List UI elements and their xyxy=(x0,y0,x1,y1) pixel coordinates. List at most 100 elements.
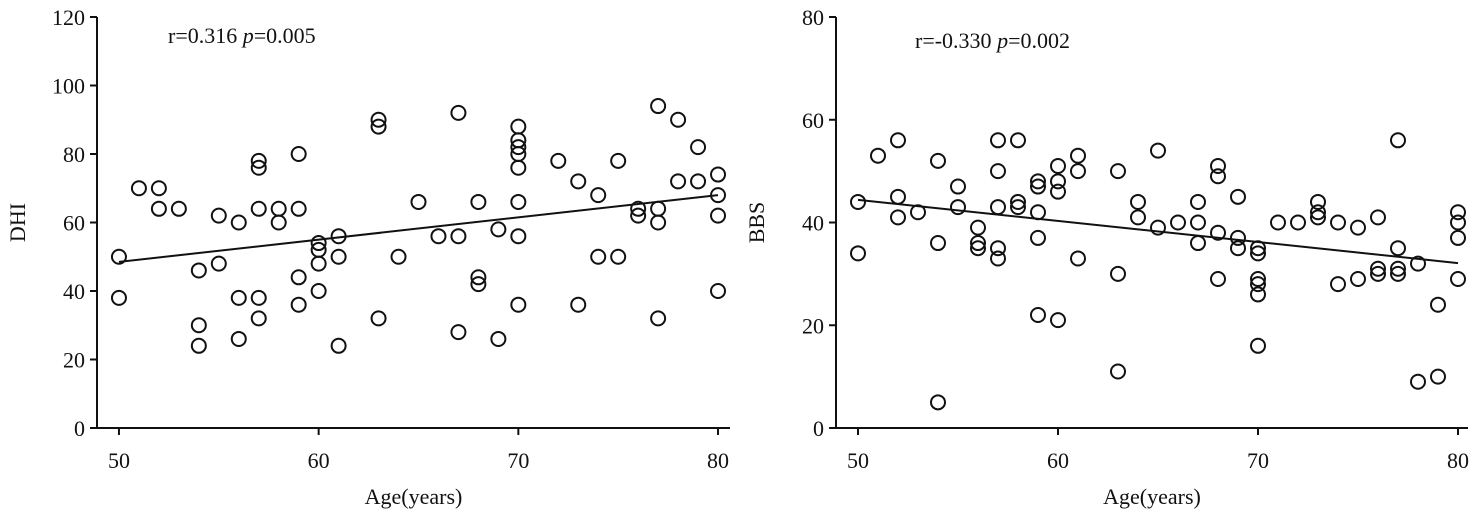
point xyxy=(1010,199,1026,216)
trend-line xyxy=(857,198,1459,265)
point xyxy=(610,152,627,169)
point xyxy=(370,118,387,135)
point xyxy=(890,132,906,149)
point xyxy=(430,228,447,245)
y-tick-label: 40 xyxy=(63,279,85,304)
point xyxy=(650,200,667,217)
y-axis-label: BBS xyxy=(744,202,769,244)
point xyxy=(1070,163,1086,180)
point xyxy=(1390,265,1406,282)
point xyxy=(310,255,327,272)
annotation-part: r=-0.330 xyxy=(915,28,997,53)
point xyxy=(930,235,946,252)
point xyxy=(1230,240,1246,257)
point xyxy=(450,104,467,121)
point xyxy=(110,248,127,265)
point xyxy=(610,248,627,265)
point xyxy=(950,199,966,216)
point xyxy=(1270,214,1286,231)
point xyxy=(550,152,567,169)
point xyxy=(950,178,966,195)
point xyxy=(450,324,467,341)
point xyxy=(690,173,707,190)
point xyxy=(670,173,687,190)
x-tick-label: 80 xyxy=(707,448,729,473)
point xyxy=(1330,214,1346,231)
point xyxy=(1050,157,1066,174)
point xyxy=(150,200,167,217)
point xyxy=(1210,271,1226,288)
point xyxy=(1050,312,1066,329)
y-tick-label: 60 xyxy=(63,211,85,236)
x-axis-label: Age(years) xyxy=(365,484,463,509)
point xyxy=(590,187,607,204)
y-tick-label: 100 xyxy=(52,74,85,99)
y-tick-label: 20 xyxy=(802,313,824,338)
point xyxy=(1250,271,1266,288)
point xyxy=(1210,224,1226,241)
point xyxy=(990,240,1006,257)
point xyxy=(250,152,267,169)
point xyxy=(1210,157,1226,174)
point xyxy=(1450,271,1466,288)
point xyxy=(690,139,707,156)
point xyxy=(910,204,926,221)
point xyxy=(210,255,227,272)
point xyxy=(290,269,307,286)
point xyxy=(1290,214,1306,231)
point xyxy=(630,207,647,224)
y-tick-label: 0 xyxy=(74,416,85,441)
point xyxy=(970,235,986,252)
point xyxy=(1130,193,1146,210)
point xyxy=(1410,373,1426,390)
point xyxy=(1450,204,1466,221)
point xyxy=(1110,265,1126,282)
point xyxy=(510,228,527,245)
point xyxy=(190,262,207,279)
point xyxy=(290,146,307,162)
point xyxy=(1250,276,1266,293)
point xyxy=(1250,245,1266,262)
point xyxy=(210,207,227,224)
point xyxy=(250,200,267,217)
point xyxy=(890,209,906,226)
point xyxy=(1070,250,1086,267)
point xyxy=(630,200,647,217)
point xyxy=(1370,265,1386,282)
point xyxy=(890,188,906,205)
point xyxy=(1150,142,1166,159)
point xyxy=(1030,229,1046,246)
point xyxy=(1170,214,1186,231)
point xyxy=(490,330,507,347)
point xyxy=(1190,193,1206,210)
point xyxy=(510,296,527,313)
annotation: r=-0.330 p=0.002 xyxy=(915,28,1070,53)
point xyxy=(1010,132,1026,149)
point xyxy=(1070,147,1086,164)
point xyxy=(1390,240,1406,257)
point xyxy=(190,317,207,334)
point xyxy=(470,276,487,293)
x-tick-label: 80 xyxy=(1447,448,1469,473)
point xyxy=(230,330,247,347)
y-tick-label: 60 xyxy=(802,108,824,133)
point xyxy=(930,152,946,169)
point xyxy=(1050,183,1066,200)
annotation-part: =0.005 xyxy=(254,23,316,48)
point xyxy=(1350,219,1366,236)
point xyxy=(850,193,866,210)
point xyxy=(1310,193,1326,210)
y-tick-label: 80 xyxy=(63,142,85,167)
y-tick-label: 40 xyxy=(802,211,824,236)
point xyxy=(1130,209,1146,226)
point xyxy=(410,193,427,210)
point xyxy=(170,200,187,217)
point xyxy=(930,394,946,411)
point xyxy=(1190,214,1206,231)
point xyxy=(1030,204,1046,221)
point xyxy=(570,296,587,313)
point xyxy=(1030,306,1046,323)
y-tick-label: 80 xyxy=(802,5,824,30)
point xyxy=(1370,209,1386,226)
